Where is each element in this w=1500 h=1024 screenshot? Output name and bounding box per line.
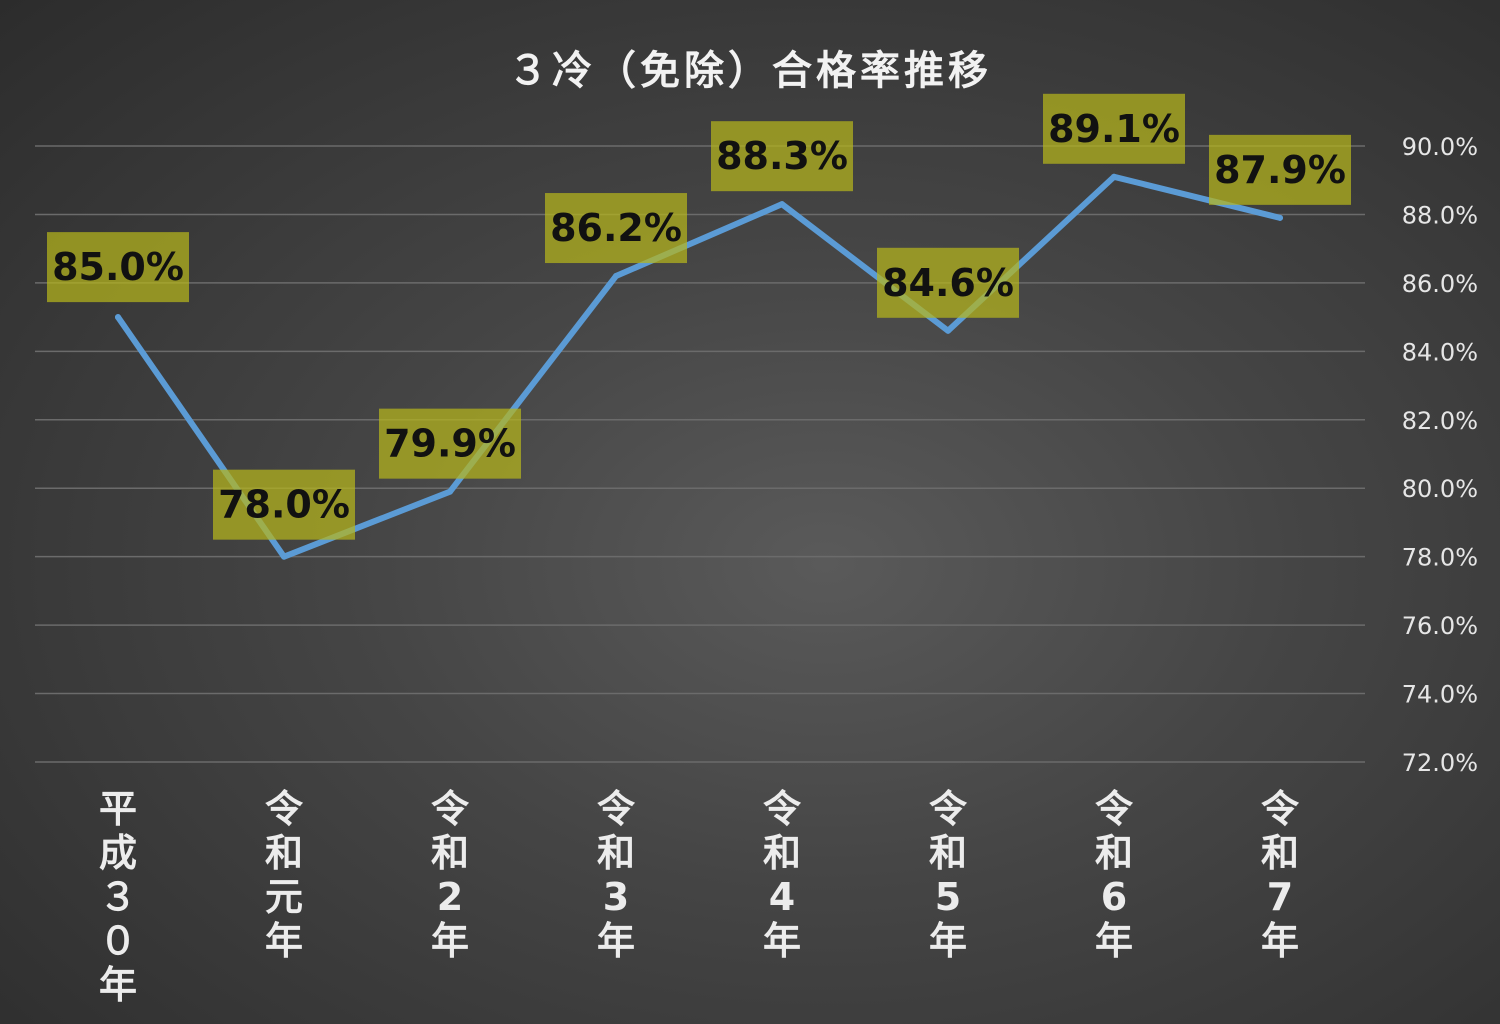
data-label-box bbox=[1209, 134, 1351, 205]
x-category-label-char: 3 bbox=[603, 875, 629, 919]
x-category-label-char: 和 bbox=[265, 831, 303, 875]
x-category-label-char: 令 bbox=[431, 787, 470, 831]
data-label: 85.0% bbox=[52, 245, 184, 289]
y-tick-label: 88.0% bbox=[1402, 201, 1478, 229]
y-tick-label: 74.0% bbox=[1402, 681, 1478, 709]
x-category-label-char: 7 bbox=[1267, 875, 1293, 919]
data-label-box bbox=[379, 408, 521, 479]
y-tick-label: 86.0% bbox=[1402, 270, 1478, 298]
data-label: 86.2% bbox=[550, 206, 682, 250]
x-category-label-char: 年 bbox=[431, 919, 469, 963]
data-label: 79.9% bbox=[384, 422, 516, 466]
y-tick-label: 76.0% bbox=[1402, 612, 1478, 640]
data-point bbox=[613, 273, 619, 280]
x-category-label-char: 和 bbox=[1261, 831, 1299, 875]
x-category-label-char: 和 bbox=[763, 831, 801, 875]
y-tick-label: 82.0% bbox=[1402, 407, 1478, 435]
data-point bbox=[779, 201, 785, 208]
x-category-label-char: 元 bbox=[265, 875, 303, 919]
data-point bbox=[115, 314, 121, 321]
x-category-label-char: 平 bbox=[99, 787, 137, 831]
x-category-label-char: 2 bbox=[437, 875, 463, 919]
x-category-label-char: 令 bbox=[597, 787, 636, 831]
series-line bbox=[115, 173, 1283, 560]
x-category-label-char: 和 bbox=[1095, 831, 1133, 875]
data-label-box bbox=[877, 247, 1019, 318]
data-point bbox=[945, 327, 951, 334]
data-label-box bbox=[47, 232, 189, 303]
x-category-label-char: 令 bbox=[763, 787, 802, 831]
x-category-label-char: 令 bbox=[1095, 787, 1134, 831]
x-category-label-char: 年 bbox=[763, 919, 801, 963]
x-category-label-char: 6 bbox=[1101, 875, 1127, 919]
y-tick-label: 80.0% bbox=[1402, 475, 1478, 503]
data-label-box bbox=[1043, 93, 1185, 164]
x-category-label-char: ０ bbox=[99, 919, 137, 963]
data-label-box bbox=[213, 469, 355, 540]
data-point bbox=[1277, 214, 1283, 221]
data-point bbox=[447, 488, 453, 495]
data-point bbox=[281, 553, 287, 560]
y-tick-label: 78.0% bbox=[1402, 544, 1478, 572]
x-category-label-char: 年 bbox=[265, 919, 303, 963]
data-label: 78.0% bbox=[218, 483, 350, 527]
x-category-label-char: 令 bbox=[1261, 787, 1300, 831]
data-label: 87.9% bbox=[1214, 148, 1346, 192]
x-category-label-char: 年 bbox=[1261, 919, 1299, 963]
data-label: 88.3% bbox=[716, 134, 848, 178]
data-label: 89.1% bbox=[1048, 107, 1180, 151]
data-label-box bbox=[711, 121, 853, 192]
data-label-box bbox=[545, 193, 687, 264]
x-category-label-char: 4 bbox=[769, 875, 795, 919]
x-category-label-char: ３ bbox=[99, 875, 137, 919]
x-category-label-char: 5 bbox=[935, 875, 961, 919]
x-category-label-char: 令 bbox=[929, 787, 968, 831]
chart-title: ３冷（免除）合格率推移 bbox=[508, 48, 992, 94]
data-point bbox=[1111, 173, 1117, 180]
x-category-label-char: 和 bbox=[431, 831, 469, 875]
x-category-label-char: 令 bbox=[265, 787, 304, 831]
y-tick-label: 90.0% bbox=[1402, 133, 1478, 161]
y-tick-label: 84.0% bbox=[1402, 338, 1478, 366]
x-category-label-char: 年 bbox=[1095, 919, 1133, 963]
x-category-label-char: 年 bbox=[597, 919, 635, 963]
y-tick-label: 72.0% bbox=[1402, 749, 1478, 777]
x-category-label-char: 年 bbox=[99, 963, 137, 1007]
data-label: 84.6% bbox=[882, 261, 1014, 305]
x-category-label-char: 成 bbox=[99, 831, 137, 875]
x-category-label-char: 年 bbox=[929, 919, 967, 963]
x-category-label-char: 和 bbox=[929, 831, 967, 875]
x-category-label-char: 和 bbox=[597, 831, 635, 875]
